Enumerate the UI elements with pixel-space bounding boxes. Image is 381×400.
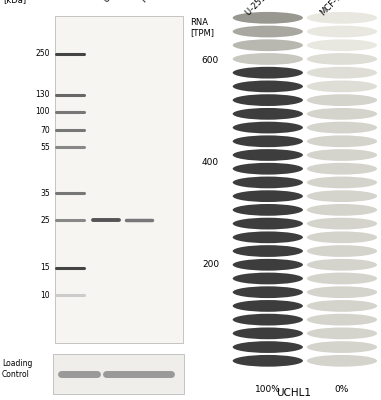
Text: 25: 25	[40, 216, 50, 225]
Ellipse shape	[233, 26, 303, 38]
Text: 100: 100	[36, 107, 50, 116]
Ellipse shape	[307, 149, 377, 161]
Ellipse shape	[307, 328, 377, 339]
Text: Low: Low	[140, 354, 158, 364]
Ellipse shape	[233, 245, 303, 257]
Ellipse shape	[307, 135, 377, 147]
Text: 0%: 0%	[335, 385, 349, 394]
Ellipse shape	[307, 232, 377, 243]
Text: 15: 15	[40, 263, 50, 272]
Ellipse shape	[233, 12, 303, 24]
Ellipse shape	[233, 39, 303, 51]
Ellipse shape	[307, 26, 377, 38]
Text: UCHL1: UCHL1	[276, 388, 311, 398]
Ellipse shape	[233, 204, 303, 216]
Ellipse shape	[233, 273, 303, 284]
Text: 600: 600	[202, 56, 219, 66]
Ellipse shape	[233, 80, 303, 92]
Ellipse shape	[307, 190, 377, 202]
Text: 100%: 100%	[255, 385, 281, 394]
Ellipse shape	[307, 80, 377, 92]
Ellipse shape	[233, 314, 303, 326]
Text: 35: 35	[40, 189, 50, 198]
Ellipse shape	[307, 12, 377, 24]
Ellipse shape	[307, 355, 377, 367]
Ellipse shape	[307, 259, 377, 271]
Ellipse shape	[307, 163, 377, 174]
Text: RNA
[TPM]: RNA [TPM]	[190, 18, 214, 37]
Text: 55: 55	[40, 143, 50, 152]
Text: [kDa]: [kDa]	[4, 0, 27, 5]
Ellipse shape	[307, 108, 377, 120]
Text: MCF-7: MCF-7	[139, 0, 165, 5]
Text: 400: 400	[202, 158, 219, 167]
Ellipse shape	[233, 190, 303, 202]
Ellipse shape	[233, 355, 303, 367]
Text: Loading
Control: Loading Control	[2, 358, 32, 379]
Ellipse shape	[233, 259, 303, 271]
Ellipse shape	[307, 286, 377, 298]
Ellipse shape	[233, 218, 303, 230]
Ellipse shape	[307, 39, 377, 51]
FancyBboxPatch shape	[55, 16, 183, 343]
Ellipse shape	[233, 122, 303, 134]
Ellipse shape	[233, 94, 303, 106]
Text: 10: 10	[40, 290, 50, 300]
Text: U-251 MG: U-251 MG	[244, 0, 280, 18]
Ellipse shape	[307, 67, 377, 78]
Ellipse shape	[307, 314, 377, 326]
Ellipse shape	[233, 232, 303, 243]
Ellipse shape	[307, 341, 377, 353]
Ellipse shape	[233, 341, 303, 353]
FancyBboxPatch shape	[53, 354, 184, 394]
Ellipse shape	[233, 149, 303, 161]
Ellipse shape	[307, 94, 377, 106]
Text: 130: 130	[36, 90, 50, 99]
Text: U-251 MG: U-251 MG	[102, 0, 138, 5]
Ellipse shape	[233, 176, 303, 188]
Text: 250: 250	[36, 49, 50, 58]
Ellipse shape	[233, 286, 303, 298]
Text: 70: 70	[40, 126, 50, 135]
Ellipse shape	[307, 204, 377, 216]
Ellipse shape	[233, 67, 303, 78]
Ellipse shape	[307, 218, 377, 230]
Text: MCF-7: MCF-7	[319, 0, 344, 18]
Text: High: High	[99, 354, 120, 364]
Ellipse shape	[307, 273, 377, 284]
Ellipse shape	[233, 328, 303, 339]
Ellipse shape	[233, 108, 303, 120]
Ellipse shape	[307, 245, 377, 257]
Ellipse shape	[233, 135, 303, 147]
Ellipse shape	[233, 300, 303, 312]
Ellipse shape	[233, 53, 303, 65]
Ellipse shape	[233, 163, 303, 174]
Ellipse shape	[307, 53, 377, 65]
Ellipse shape	[307, 176, 377, 188]
Text: 200: 200	[202, 260, 219, 269]
Ellipse shape	[307, 122, 377, 134]
Ellipse shape	[307, 300, 377, 312]
